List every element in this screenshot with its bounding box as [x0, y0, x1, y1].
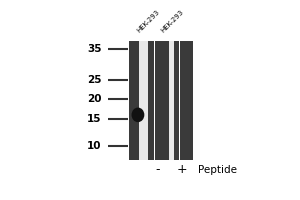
Text: 15: 15 — [87, 114, 101, 124]
Bar — [139, 41, 148, 160]
Ellipse shape — [131, 108, 144, 122]
Bar — [155, 41, 172, 160]
Text: 10: 10 — [87, 141, 101, 151]
Bar — [169, 41, 173, 160]
Text: 20: 20 — [87, 94, 101, 104]
Bar — [181, 41, 193, 160]
Text: HEK-293: HEK-293 — [160, 9, 185, 34]
Text: 25: 25 — [87, 75, 101, 85]
Text: HEK-293: HEK-293 — [136, 9, 160, 34]
Text: Peptide: Peptide — [198, 165, 237, 175]
Text: 35: 35 — [87, 44, 101, 54]
Bar — [129, 41, 147, 160]
Text: -: - — [155, 163, 160, 176]
Bar — [148, 41, 154, 160]
Bar — [173, 41, 179, 160]
Text: +: + — [176, 163, 187, 176]
